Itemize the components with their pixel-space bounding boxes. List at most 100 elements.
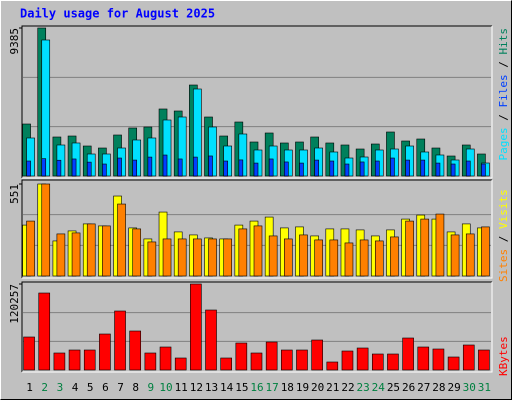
bar xyxy=(147,241,157,277)
bar xyxy=(193,238,202,277)
bar xyxy=(114,310,126,371)
bar xyxy=(374,240,384,277)
bar xyxy=(223,238,232,277)
bar xyxy=(311,339,323,371)
bar xyxy=(71,158,77,177)
bar xyxy=(53,352,66,371)
y-tick-label: 120257 xyxy=(8,284,21,324)
bar xyxy=(405,220,414,277)
bar xyxy=(129,330,142,371)
bar xyxy=(23,336,35,371)
bar xyxy=(56,159,62,177)
bar xyxy=(281,349,293,371)
bar xyxy=(265,341,278,371)
chart-title: Daily usage for August 2025 xyxy=(20,7,215,21)
bar xyxy=(177,238,187,277)
x-tick-label: 20 xyxy=(311,381,324,394)
bar xyxy=(174,357,187,371)
bar xyxy=(162,154,168,177)
legend-separator: / xyxy=(497,229,510,249)
bar xyxy=(132,228,142,277)
x-tick-label: 13 xyxy=(205,381,218,394)
x-tick-label: 14 xyxy=(220,381,234,394)
bar xyxy=(435,162,441,177)
bar xyxy=(405,159,410,177)
y-tick-label: 551 xyxy=(8,184,21,204)
x-tick-label: 1 xyxy=(26,381,33,394)
bar xyxy=(284,238,293,277)
bar xyxy=(86,223,96,277)
bar xyxy=(478,349,490,371)
bar xyxy=(177,158,183,177)
bar xyxy=(417,346,430,371)
bar xyxy=(162,238,172,277)
legend-separator: / xyxy=(497,55,510,75)
bar xyxy=(38,292,51,371)
bar xyxy=(41,39,51,177)
x-tick-label: 6 xyxy=(102,381,109,394)
x-tick-label: 11 xyxy=(175,381,188,394)
legend-entry: KBytes xyxy=(497,336,510,376)
x-tick-label: 26 xyxy=(402,381,415,394)
bar xyxy=(371,353,384,371)
bar xyxy=(284,161,289,177)
bar xyxy=(481,163,486,177)
bar xyxy=(26,220,35,277)
legend: Sites / Visits xyxy=(497,189,510,282)
bar xyxy=(329,239,339,277)
legend-entry: Hits xyxy=(497,28,510,55)
x-tick-label: 22 xyxy=(341,381,354,394)
bar xyxy=(238,228,248,277)
bar xyxy=(208,238,217,277)
x-tick-label: 4 xyxy=(72,381,79,394)
bar xyxy=(117,157,122,177)
bar xyxy=(465,160,471,177)
x-tick-label: 28 xyxy=(432,381,445,394)
bar xyxy=(450,163,456,177)
bar xyxy=(208,155,213,177)
bar xyxy=(462,344,475,371)
bar xyxy=(344,242,354,277)
x-tick-label: 7 xyxy=(117,381,124,394)
bar xyxy=(450,234,460,277)
bar xyxy=(465,233,475,277)
bar xyxy=(68,349,81,371)
bar xyxy=(144,352,157,371)
x-tick-label: 3 xyxy=(57,381,64,394)
bar xyxy=(326,361,339,371)
x-tick-label: 15 xyxy=(235,381,248,394)
x-tick-label: 29 xyxy=(447,381,460,394)
bar xyxy=(387,353,399,371)
plot-bevel xyxy=(21,179,492,278)
bar xyxy=(329,160,335,177)
bar xyxy=(344,163,350,177)
plot-bevel xyxy=(21,281,492,372)
bar xyxy=(205,309,217,371)
bar xyxy=(159,346,172,371)
bar xyxy=(299,162,304,177)
x-tick-label: 25 xyxy=(387,381,400,394)
bar xyxy=(299,234,308,277)
bar xyxy=(314,239,323,277)
bar xyxy=(296,349,308,371)
bar xyxy=(356,347,369,371)
x-tick-label: 27 xyxy=(417,381,430,394)
x-tick-label: 24 xyxy=(372,381,386,394)
x-tick-label: 17 xyxy=(266,381,279,394)
bar xyxy=(99,333,111,371)
bar xyxy=(253,162,259,177)
bar xyxy=(359,161,365,177)
x-tick-label: 9 xyxy=(148,381,155,394)
bar xyxy=(71,232,81,277)
legend-entry: Files xyxy=(497,74,510,107)
plot-bevel xyxy=(22,180,493,279)
x-tick-label: 16 xyxy=(250,381,263,394)
bar xyxy=(435,213,445,277)
x-tick-label: 23 xyxy=(357,381,370,394)
legend-entry: Visits xyxy=(497,189,510,229)
bar xyxy=(235,342,248,371)
bar xyxy=(238,159,244,177)
bar xyxy=(250,352,263,371)
